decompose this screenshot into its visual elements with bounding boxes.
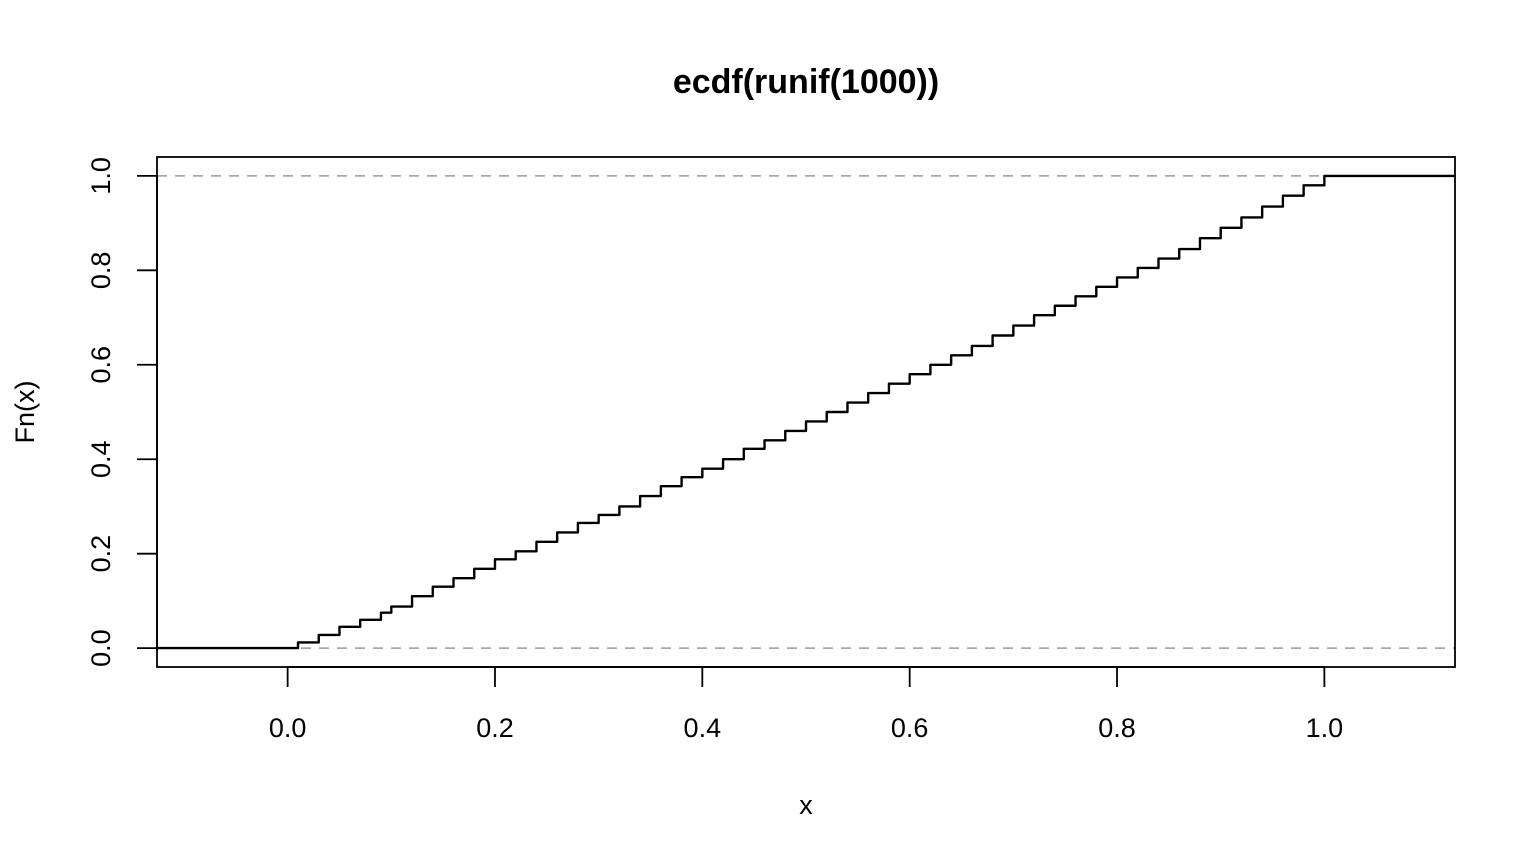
chart-title: ecdf(runif(1000)): [673, 63, 939, 101]
y-axis-label: Fn(x): [10, 381, 40, 444]
y-tick-label: 0.8: [86, 252, 116, 290]
plot-frame: [156, 156, 1456, 668]
series-layer: [157, 174, 1455, 650]
reference-lines: [157, 174, 1455, 650]
y-tick-label: 0.4: [86, 440, 116, 478]
y-tick-label: 0.2: [86, 535, 116, 573]
y-tick-label: 0.6: [86, 346, 116, 384]
x-tick-label: 0.8: [1098, 713, 1136, 743]
x-tick-label: 0.2: [476, 713, 514, 743]
x-tick-label: 0.4: [684, 713, 722, 743]
x-axis-label: x: [799, 790, 813, 820]
x-axis: 0.0 0.2 0.4 0.6 0.8 1.0: [269, 666, 1344, 743]
ecdf-series-line-0: [157, 174, 1455, 650]
y-axis: 0.0 0.2 0.4 0.6 0.8 1.0: [86, 157, 158, 667]
y-tick-label: 0.0: [86, 629, 116, 667]
x-tick-label: 0.6: [891, 713, 929, 743]
x-tick-label: 0.0: [269, 713, 307, 743]
y-tick-label: 1.0: [86, 157, 116, 195]
x-tick-label: 1.0: [1306, 713, 1344, 743]
